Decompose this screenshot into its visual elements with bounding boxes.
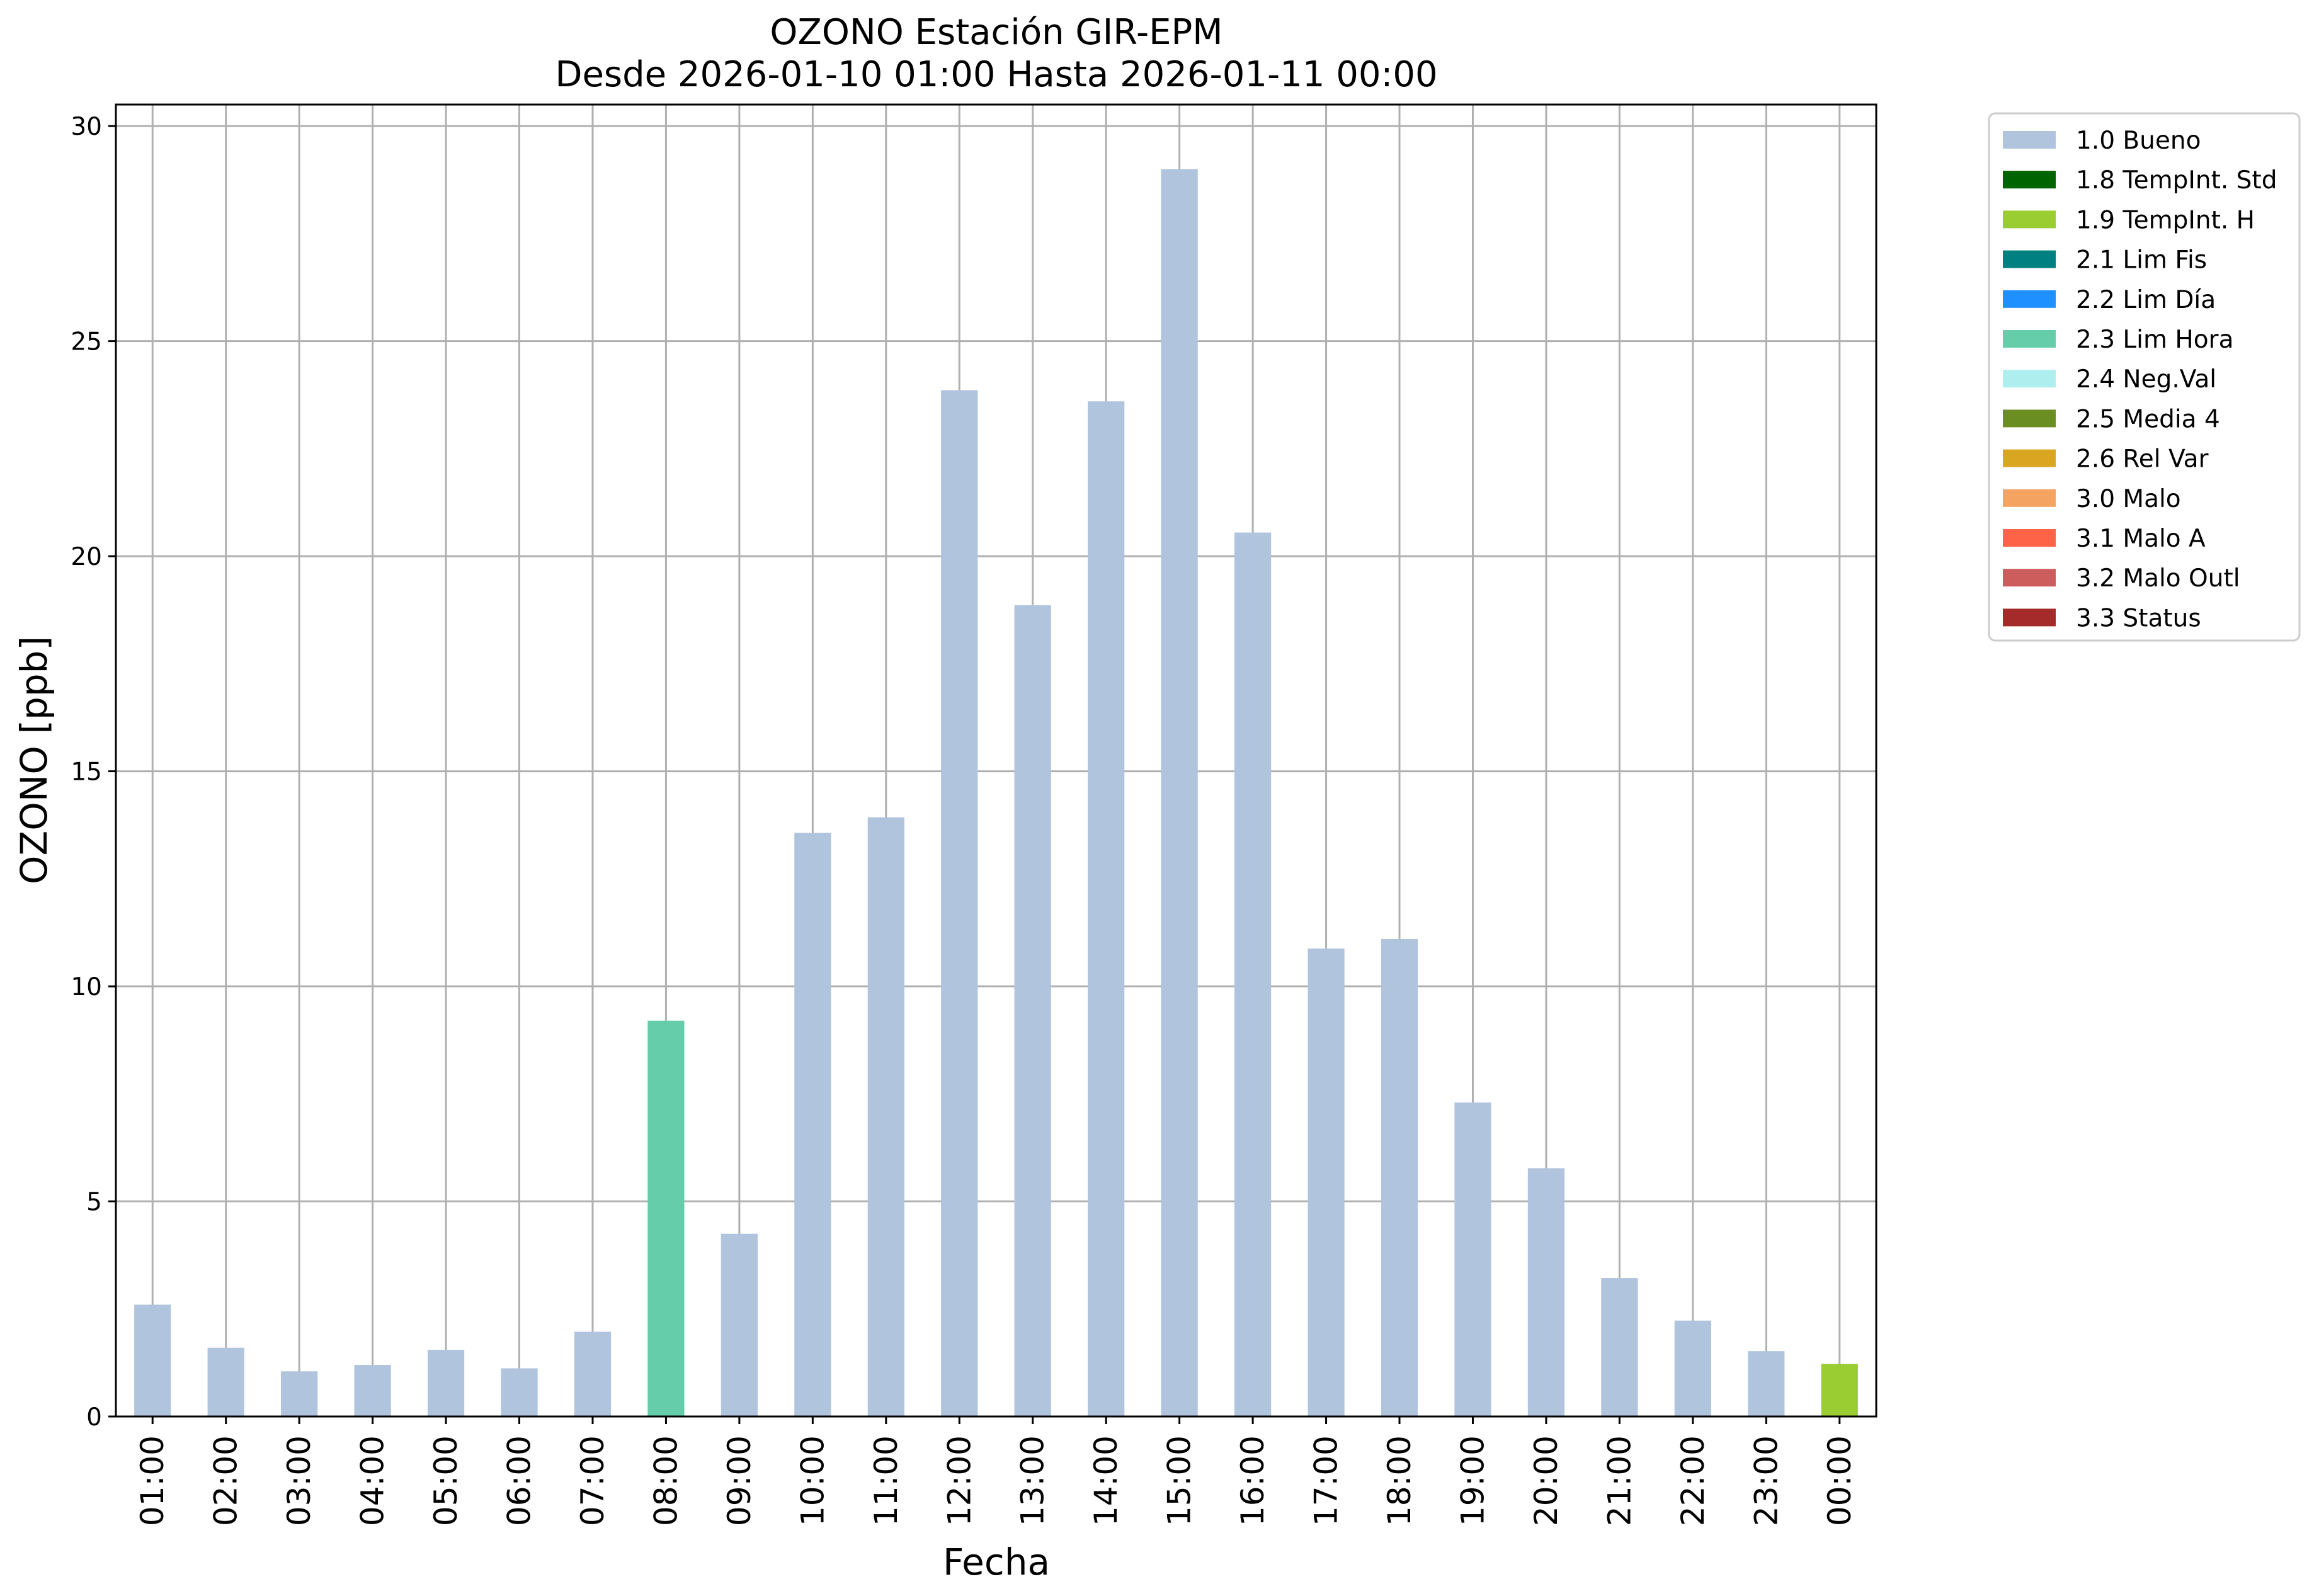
x-tick-label: 16:00 — [1234, 1435, 1271, 1526]
x-tick-label: 11:00 — [868, 1435, 904, 1526]
bar-1300 — [1014, 605, 1051, 1416]
bar-1200 — [941, 390, 978, 1416]
y-tick-label: 5 — [86, 1188, 102, 1217]
x-tick-label: 03:00 — [281, 1435, 317, 1526]
x-axis-label: Fecha — [943, 1541, 1050, 1583]
y-axis-ticks: 0 5 10 15 20 25 30 — [71, 113, 116, 1432]
y-tick-label: 10 — [71, 973, 102, 1001]
bar-0200 — [207, 1347, 244, 1416]
plot-frame — [115, 103, 1877, 1418]
legend-swatch — [2003, 250, 2056, 268]
legend-swatch — [2003, 529, 2056, 547]
bar-1400 — [1088, 401, 1125, 1416]
x-tick-label: 06:00 — [501, 1435, 538, 1526]
legend-label: 3.1 Malo A — [2076, 525, 2206, 553]
x-axis-ticks: 01:00 02:00 03:00 04:00 05:00 06:00 07:00 08:00… — [134, 1416, 1858, 1526]
bar-1600 — [1234, 532, 1272, 1416]
legend-swatch — [2003, 608, 2056, 627]
chart-title: OZONO Estación GIR-EPM — [770, 12, 1222, 53]
grid-lines — [116, 105, 1876, 1418]
y-tick-label: 20 — [71, 543, 102, 571]
bar-1500 — [1161, 169, 1198, 1416]
legend-swatch — [2003, 569, 2056, 587]
x-tick-label: 02:00 — [208, 1435, 244, 1526]
bar-2100 — [1601, 1278, 1638, 1416]
legend-swatch — [2003, 489, 2056, 507]
legend-swatch — [2003, 370, 2056, 388]
legend-label: 3.0 Malo — [2076, 485, 2181, 513]
y-tick-label: 25 — [71, 328, 102, 356]
legend-label: 3.3 Status — [2076, 604, 2201, 632]
bars — [134, 169, 1858, 1416]
x-tick-label: 12:00 — [941, 1435, 977, 1526]
x-tick-label: 22:00 — [1675, 1435, 1711, 1526]
x-tick-label: 21:00 — [1601, 1435, 1638, 1526]
x-tick-label: 00:00 — [1821, 1435, 1858, 1526]
bar-0600 — [501, 1368, 538, 1416]
bar-1000 — [794, 833, 831, 1416]
y-tick-label: 15 — [71, 758, 102, 787]
legend-swatch — [2003, 210, 2056, 229]
bar-0500 — [427, 1350, 465, 1416]
x-tick-label: 15:00 — [1161, 1435, 1198, 1526]
legend-swatch — [2003, 290, 2056, 308]
x-tick-label: 08:00 — [647, 1435, 684, 1526]
x-tick-label: 23:00 — [1748, 1435, 1784, 1526]
legend-label: 1.8 TempInt. Std — [2076, 166, 2277, 195]
x-tick-label: 05:00 — [428, 1435, 464, 1526]
bar-0700 — [574, 1331, 612, 1416]
bar-0000 — [1821, 1364, 1858, 1416]
bar-2300 — [1748, 1351, 1785, 1416]
legend-label: 3.2 Malo Outl — [2076, 564, 2240, 593]
x-tick-label: 18:00 — [1381, 1435, 1418, 1526]
x-tick-label: 19:00 — [1454, 1435, 1491, 1526]
legend-label: 2.3 Lim Hora — [2076, 326, 2234, 354]
legend-swatch — [2003, 449, 2056, 467]
x-tick-label: 20:00 — [1528, 1435, 1564, 1526]
bar-2000 — [1527, 1168, 1565, 1416]
bar-1800 — [1381, 938, 1418, 1416]
y-axis-label: OZONO [ppb] — [13, 636, 55, 884]
bar-0100 — [134, 1304, 171, 1416]
bar-1700 — [1308, 948, 1345, 1416]
x-tick-label: 13:00 — [1015, 1435, 1051, 1526]
bar-0800 — [647, 1020, 685, 1416]
bar-0400 — [354, 1365, 391, 1416]
x-tick-label: 14:00 — [1088, 1435, 1124, 1526]
x-tick-label: 17:00 — [1308, 1435, 1345, 1526]
bar-1100 — [867, 817, 904, 1416]
bar-0300 — [281, 1371, 318, 1416]
legend-swatch — [2003, 131, 2056, 149]
legend-label: 2.6 Rel Var — [2076, 445, 2209, 474]
legend-label: 1.0 Bueno — [2076, 127, 2201, 155]
x-tick-label: 07:00 — [574, 1435, 611, 1526]
chart-subtitle: Desde 2026-01-10 01:00 Hasta 2026-01-11 … — [555, 54, 1437, 95]
x-tick-label: 04:00 — [355, 1435, 391, 1526]
x-tick-label: 01:00 — [134, 1435, 171, 1526]
y-tick-label: 30 — [71, 113, 102, 141]
legend-swatch — [2003, 409, 2056, 428]
bar-2200 — [1674, 1320, 1711, 1416]
legend-label: 2.2 Lim Día — [2076, 286, 2216, 314]
x-tick-label: 09:00 — [721, 1435, 758, 1526]
legend-frame — [1988, 112, 2301, 642]
bar-1900 — [1454, 1102, 1491, 1416]
legend-label: 2.5 Media 4 — [2076, 405, 2220, 433]
legend-swatch — [2003, 171, 2056, 189]
legend-label: 2.1 Lim Fis — [2076, 246, 2207, 275]
legend-label: 1.9 TempInt. H — [2076, 206, 2255, 234]
bar-0900 — [721, 1233, 758, 1416]
legend: 1.0 Bueno 1.8 TempInt. Std 1.9 TempInt. H 2… — [1988, 112, 2301, 642]
legend-label: 2.4 Neg.Val — [2076, 365, 2216, 394]
y-tick-label: 0 — [86, 1403, 102, 1432]
legend-swatch — [2003, 330, 2056, 348]
x-tick-label: 10:00 — [794, 1435, 831, 1526]
